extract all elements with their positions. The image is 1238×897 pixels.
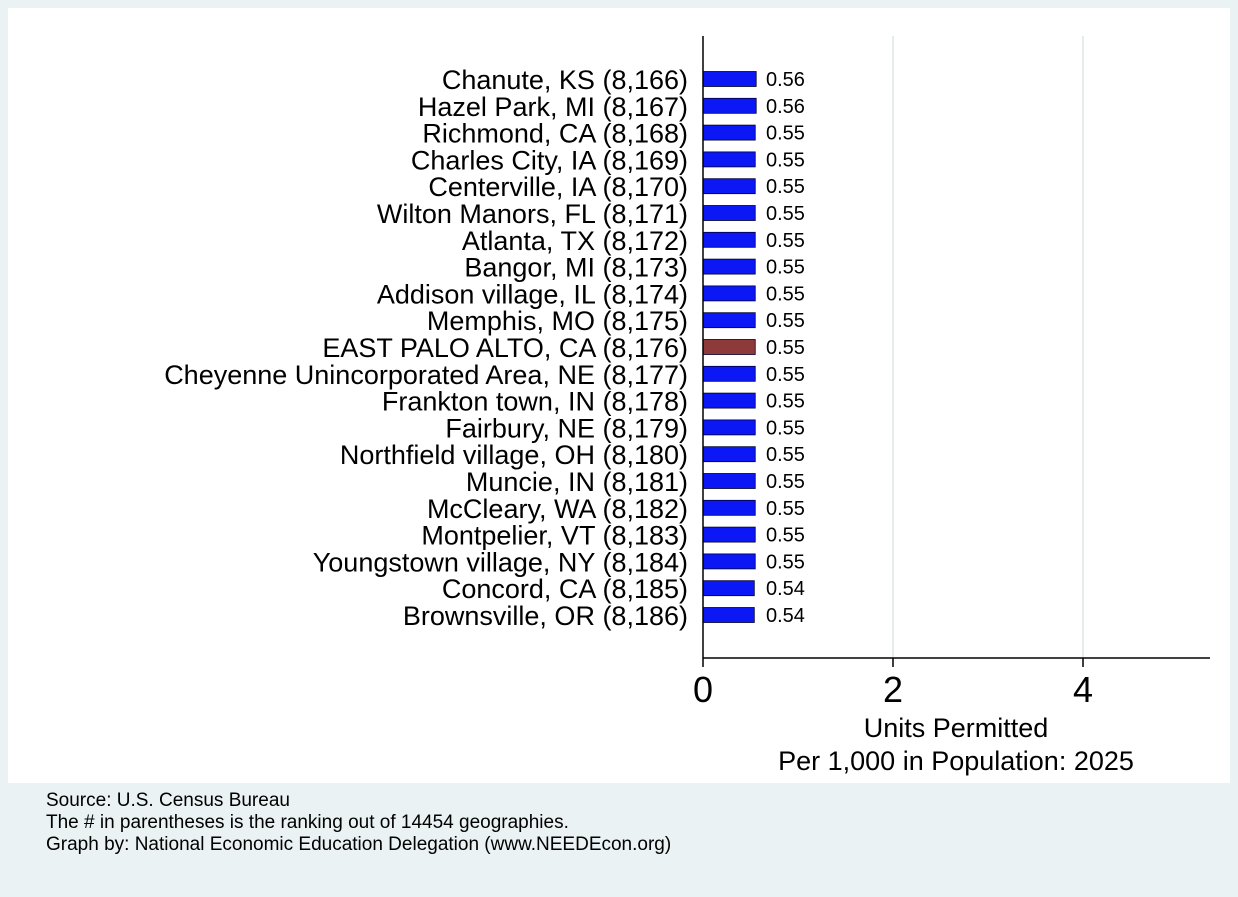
category-label-15: Muncie, IN (8,181)	[466, 467, 688, 497]
category-label-1: Hazel Park, MI (8,167)	[418, 92, 688, 122]
bar-0	[702, 71, 757, 87]
value-label-0: 0.56	[766, 69, 805, 91]
bar-14	[702, 446, 756, 463]
bar-6	[702, 231, 756, 248]
category-label-9: Memphis, MO (8,175)	[427, 306, 688, 336]
value-label-19: 0.54	[766, 578, 805, 600]
category-label-7: Bangor, MI (8,173)	[464, 253, 688, 283]
bar-13	[702, 419, 756, 436]
bar-12	[702, 392, 756, 409]
category-label-10: EAST PALO ALTO, CA (8,176)	[322, 333, 688, 363]
bar-11	[702, 365, 756, 382]
value-label-13: 0.55	[766, 417, 805, 439]
category-label-12: Frankton town, IN (8,178)	[382, 387, 688, 417]
x-tick-labels: 0 2 4	[693, 669, 1093, 710]
source-note: Source: U.S. Census Bureau	[46, 790, 290, 811]
value-label-14: 0.55	[766, 444, 805, 466]
category-label-14: Northfield village, OH (8,180)	[340, 440, 688, 470]
value-label-5: 0.55	[766, 203, 805, 225]
value-label-8: 0.55	[766, 283, 805, 305]
value-label-7: 0.55	[766, 257, 805, 279]
value-label-11: 0.55	[766, 364, 805, 386]
ranking-note: The # in parentheses is the ranking out …	[46, 812, 569, 833]
gridlines	[892, 36, 1084, 658]
category-labels: Chanute, KS (8,166)Hazel Park, MI (8,167…	[164, 65, 688, 631]
x-tick-label-0: 0	[693, 669, 713, 710]
category-label-5: Wilton Manors, FL (8,171)	[377, 199, 688, 229]
bar-15	[702, 473, 756, 489]
bar-2	[702, 124, 756, 141]
bar-10	[702, 339, 756, 355]
bar-17	[702, 526, 756, 543]
value-label-12: 0.55	[766, 391, 805, 413]
axes	[702, 36, 1210, 667]
category-label-11: Cheyenne Unincorporated Area, NE (8,177)	[164, 360, 688, 390]
chart-notes: Source: U.S. Census Bureau The # in pare…	[46, 790, 671, 856]
value-label-10: 0.55	[766, 337, 805, 359]
bar-19	[702, 580, 755, 597]
x-axis-title-line-0: Units Permitted	[864, 713, 1049, 743]
value-label-4: 0.55	[766, 176, 805, 198]
plot-area	[8, 8, 1230, 783]
category-label-2: Richmond, CA (8,168)	[422, 119, 688, 149]
category-label-17: Montpelier, VT (8,183)	[421, 521, 688, 551]
category-label-18: Youngstown village, NY (8,184)	[313, 547, 688, 577]
category-label-3: Charles City, IA (8,169)	[411, 145, 688, 175]
value-label-9: 0.55	[766, 310, 805, 332]
bar-5	[702, 205, 756, 221]
value-label-18: 0.55	[766, 551, 805, 573]
bar-9	[702, 312, 756, 329]
category-label-0: Chanute, KS (8,166)	[442, 65, 688, 95]
category-label-19: Concord, CA (8,185)	[442, 574, 688, 604]
value-label-17: 0.55	[766, 525, 805, 547]
value-label-1: 0.56	[766, 96, 805, 118]
value-label-3: 0.55	[766, 149, 805, 171]
bar-8	[702, 285, 756, 302]
x-axis-title-line-1: Per 1,000 in Population: 2025	[778, 746, 1134, 776]
category-label-4: Centerville, IA (8,170)	[428, 172, 688, 202]
category-label-13: Fairbury, NE (8,179)	[445, 413, 688, 443]
bar-4	[702, 178, 756, 195]
category-label-16: McCleary, WA (8,182)	[427, 494, 688, 524]
bar-16	[702, 499, 756, 516]
value-label-20: 0.54	[766, 605, 805, 627]
bar-1	[702, 97, 757, 114]
bar-3	[702, 151, 756, 168]
value-label-2: 0.55	[766, 123, 805, 145]
bar-7	[702, 258, 756, 275]
category-label-8: Addison village, IL (8,174)	[377, 279, 688, 309]
category-label-6: Atlanta, TX (8,172)	[462, 226, 688, 256]
value-label-15: 0.55	[766, 471, 805, 493]
category-label-20: Brownsville, OR (8,186)	[403, 601, 688, 631]
value-label-6: 0.55	[766, 230, 805, 252]
value-label-16: 0.55	[766, 498, 805, 520]
bar-20	[702, 607, 755, 623]
value-labels: 0.56 0.56 0.55 0.55 0.55 0.55 0.55 0.55 0.55 0.55…	[766, 69, 805, 627]
x-tick-label-1: 2	[883, 669, 903, 710]
bars	[702, 71, 757, 623]
credit-note: Graph by: National Economic Education De…	[46, 834, 672, 855]
bar-18	[702, 553, 756, 570]
x-tick-label-2: 4	[1073, 669, 1093, 710]
